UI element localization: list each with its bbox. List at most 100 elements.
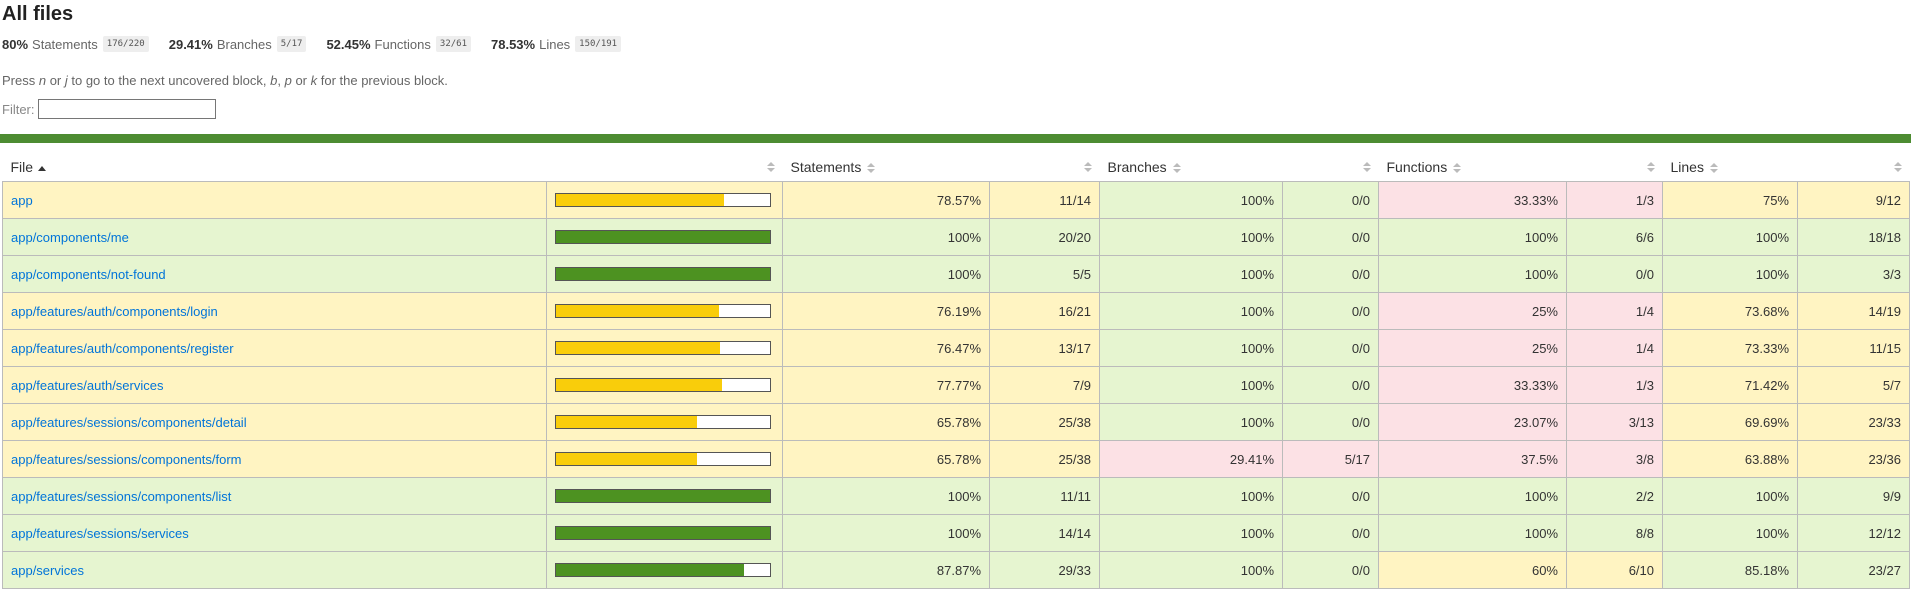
functions-fraction: 6/6 xyxy=(1566,218,1663,256)
branches-pct: 100% xyxy=(1099,514,1283,552)
file-link[interactable]: app/features/sessions/components/form xyxy=(11,451,242,467)
functions-pct: 60% xyxy=(1378,551,1567,589)
statements-fraction: 5/5 xyxy=(989,255,1100,293)
statements-pct: 76.47% xyxy=(782,329,990,367)
coverage-bar xyxy=(555,452,771,466)
branches-fraction: 0/0 xyxy=(1282,292,1379,330)
statements-pct: 77.77% xyxy=(782,366,990,404)
coverage-bar xyxy=(555,378,771,392)
coverage-bar-cell xyxy=(546,218,783,256)
file-cell: app/components/not-found xyxy=(2,255,547,293)
functions-pct: 25% xyxy=(1378,329,1567,367)
column-header-statements[interactable]: Statements xyxy=(782,153,990,182)
column-header-lines[interactable]: Lines xyxy=(1662,153,1798,182)
table-row: app/features/auth/services 77.77% 7/9 100% 0… xyxy=(2,366,1910,404)
column-header-functions-raw[interactable] xyxy=(1566,153,1663,182)
functions-pct: 23.07% xyxy=(1378,403,1567,441)
coverage-bar-fill xyxy=(556,231,770,243)
column-header-lines-raw[interactable] xyxy=(1797,153,1910,182)
functions-fraction: 2/2 xyxy=(1566,477,1663,515)
statements-fraction: 25/38 xyxy=(989,440,1100,478)
summary-pct: 78.53% xyxy=(491,36,536,52)
statements-fraction: 20/20 xyxy=(989,218,1100,256)
branches-pct: 100% xyxy=(1099,329,1283,367)
statements-pct: 65.78% xyxy=(782,403,990,441)
branches-pct: 100% xyxy=(1099,477,1283,515)
column-header-statements-raw[interactable] xyxy=(989,153,1100,182)
file-link[interactable]: app/features/auth/components/login xyxy=(11,303,218,319)
filter-input[interactable] xyxy=(37,99,216,119)
summary-pct: 29.41% xyxy=(168,36,213,52)
file-cell: app/features/auth/services xyxy=(2,366,547,404)
functions-pct: 25% xyxy=(1378,292,1567,330)
column-header-functions[interactable]: Functions xyxy=(1378,153,1567,182)
summary-fraction: 32/61 xyxy=(435,36,471,52)
file-cell: app/features/sessions/components/form xyxy=(2,440,547,478)
sort-icon xyxy=(1172,163,1181,174)
file-link[interactable]: app/features/sessions/services xyxy=(11,525,189,541)
file-cell: app/features/auth/components/login xyxy=(2,292,547,330)
column-header-branches[interactable]: Branches xyxy=(1099,153,1283,182)
statements-pct: 100% xyxy=(782,255,990,293)
branches-fraction: 0/0 xyxy=(1282,514,1379,552)
coverage-bar xyxy=(555,526,771,540)
sort-icon xyxy=(1083,162,1092,172)
file-link[interactable]: app/features/sessions/components/list xyxy=(11,488,232,504)
file-link[interactable]: app/features/auth/services xyxy=(11,377,164,393)
lines-fraction: 23/36 xyxy=(1797,440,1910,478)
sort-icon xyxy=(1709,163,1718,174)
lines-pct: 71.42% xyxy=(1662,366,1798,404)
coverage-bar-fill xyxy=(556,379,723,391)
keyboard-hint: Press n or j to go to the next uncovered… xyxy=(2,73,448,88)
branches-pct: 100% xyxy=(1099,255,1283,293)
file-link[interactable]: app xyxy=(11,192,33,208)
column-header-bar[interactable] xyxy=(546,153,783,182)
coverage-bar-cell xyxy=(546,366,783,404)
functions-fraction: 3/13 xyxy=(1566,403,1663,441)
table-row: app/features/auth/components/login 76.19%… xyxy=(2,292,1910,330)
file-link[interactable]: app/components/not-found xyxy=(11,266,166,282)
functions-fraction: 1/4 xyxy=(1566,329,1663,367)
lines-fraction: 14/19 xyxy=(1797,292,1910,330)
file-link[interactable]: app/features/auth/components/register xyxy=(11,340,234,356)
summary-pct: 80% xyxy=(2,36,29,52)
functions-pct: 37.5% xyxy=(1378,440,1567,478)
branches-fraction: 0/0 xyxy=(1282,218,1379,256)
coverage-table: File Statements Branches Functions Lines… xyxy=(2,153,1910,589)
statements-pct: 78.57% xyxy=(782,181,990,219)
table-row: app/features/sessions/services 100% 14/14 1… xyxy=(2,514,1910,552)
functions-fraction: 6/10 xyxy=(1566,551,1663,589)
column-header-branches-raw[interactable] xyxy=(1282,153,1379,182)
file-link[interactable]: app/services xyxy=(11,562,84,578)
functions-fraction: 8/8 xyxy=(1566,514,1663,552)
branches-fraction: 0/0 xyxy=(1282,403,1379,441)
file-link[interactable]: app/features/sessions/components/detail xyxy=(11,414,247,430)
sort-icon xyxy=(766,162,775,172)
file-link[interactable]: app/components/me xyxy=(11,229,129,245)
statements-pct: 65.78% xyxy=(782,440,990,478)
functions-pct: 100% xyxy=(1378,514,1567,552)
coverage-bar xyxy=(555,230,771,244)
column-header-file[interactable]: File xyxy=(2,153,547,182)
coverage-bar-fill xyxy=(556,564,745,576)
branches-pct: 100% xyxy=(1099,366,1283,404)
file-cell: app/features/sessions/components/list xyxy=(2,477,547,515)
coverage-bar-fill xyxy=(556,194,725,206)
file-cell: app xyxy=(2,181,547,219)
file-cell: app/features/sessions/services xyxy=(2,514,547,552)
lines-pct: 85.18% xyxy=(1662,551,1798,589)
coverage-bar-fill xyxy=(556,342,720,354)
branches-pct: 100% xyxy=(1099,292,1283,330)
statements-fraction: 14/14 xyxy=(989,514,1100,552)
statements-pct: 100% xyxy=(782,477,990,515)
branches-fraction: 0/0 xyxy=(1282,477,1379,515)
file-cell: app/features/sessions/components/detail xyxy=(2,403,547,441)
statements-pct: 87.87% xyxy=(782,551,990,589)
table-row: app/features/sessions/components/list 100… xyxy=(2,477,1910,515)
sort-icon xyxy=(867,163,876,174)
statements-fraction: 13/17 xyxy=(989,329,1100,367)
branches-pct: 100% xyxy=(1099,551,1283,589)
coverage-bar-fill xyxy=(556,305,720,317)
table-header-row: File Statements Branches Functions Lines xyxy=(2,153,1910,182)
branches-pct: 29.41% xyxy=(1099,440,1283,478)
